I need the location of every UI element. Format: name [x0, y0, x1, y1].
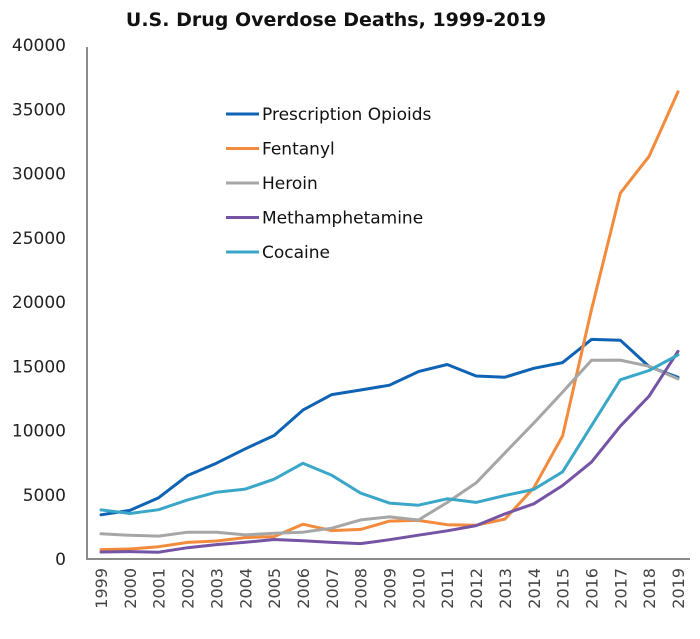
- y-axis-ticks: 0 5000 10000 15000 20000 25000 30000 35000 40000: [12, 36, 66, 570]
- x-tick-label: 2016: [582, 568, 601, 609]
- legend-label: Prescription Opioids: [262, 105, 432, 125]
- legend-label: Methamphetamine: [262, 209, 423, 229]
- y-tick-label: 40000: [12, 36, 66, 56]
- x-tick-label: 2005: [265, 568, 284, 609]
- x-tick-label: 2001: [150, 568, 169, 609]
- x-tick-label: 2019: [669, 568, 688, 609]
- y-tick-label: 35000: [12, 100, 66, 120]
- series-lines: [99, 90, 680, 554]
- series-line-cocaine: [99, 353, 680, 515]
- y-tick-label: 15000: [12, 357, 66, 377]
- x-tick-label: 2002: [179, 568, 198, 609]
- x-tick-label: 1999: [92, 568, 111, 609]
- y-tick-label: 20000: [12, 293, 66, 313]
- legend-label: Heroin: [262, 174, 318, 194]
- axes: [86, 47, 690, 560]
- chart-title: U.S. Drug Overdose Deaths, 1999-2019: [126, 9, 546, 31]
- x-tick-label: 2011: [438, 568, 457, 609]
- y-tick-label: 10000: [12, 422, 66, 442]
- series-line-heroin: [99, 358, 680, 538]
- x-tick-label: 2003: [207, 568, 226, 609]
- x-tick-label: 2018: [640, 568, 659, 609]
- x-tick-label: 2012: [467, 568, 486, 609]
- y-tick-label: 30000: [12, 165, 66, 185]
- x-tick-label: 2000: [121, 568, 140, 609]
- x-axis-ticks: 1999 2000 2001 2002 2003 2004 2005 2006 2007 2008…: [92, 568, 688, 609]
- x-tick-label: 2006: [294, 568, 313, 609]
- x-tick-label: 2015: [554, 568, 573, 609]
- x-tick-label: 2014: [525, 568, 544, 609]
- legend-label: Cocaine: [262, 243, 330, 263]
- x-tick-label: 2004: [236, 568, 255, 609]
- legend: Prescription Opioids Fentanyl Heroin Metham…: [226, 105, 432, 263]
- series-line-fentanyl: [99, 90, 680, 552]
- x-tick-label: 2010: [409, 568, 428, 609]
- y-tick-label: 25000: [12, 229, 66, 249]
- legend-label: Fentanyl: [262, 140, 335, 160]
- x-tick-label: 2008: [352, 568, 371, 609]
- y-tick-label: 0: [55, 550, 66, 570]
- x-tick-label: 2009: [381, 568, 400, 609]
- x-tick-label: 2013: [496, 568, 515, 609]
- series-line-methamphetamine: [99, 349, 680, 554]
- y-tick-label: 5000: [23, 486, 66, 506]
- x-tick-label: 2007: [323, 568, 342, 609]
- x-tick-label: 2017: [611, 568, 630, 609]
